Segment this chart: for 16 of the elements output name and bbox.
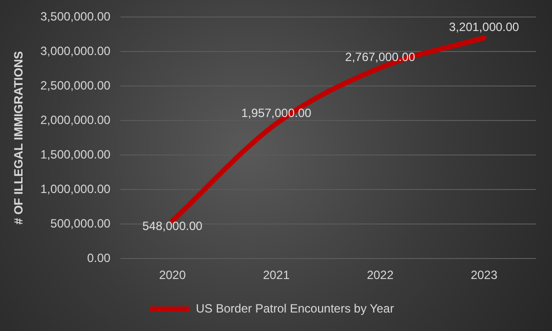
y-tick-label: 1,000,000.00 bbox=[40, 182, 111, 196]
y-tick-label: 2,500,000.00 bbox=[40, 78, 111, 92]
data-label: 3,201,000.00 bbox=[449, 20, 520, 34]
y-tick-label: 3,500,000.00 bbox=[40, 10, 111, 24]
x-tick-label: 2021 bbox=[262, 268, 290, 282]
x-tick-label: 2022 bbox=[366, 268, 394, 282]
data-label: 548,000.00 bbox=[142, 219, 203, 234]
y-tick-label: 0.00 bbox=[87, 250, 111, 265]
y-tick-label: 1,500,000.00 bbox=[40, 147, 111, 162]
y-tick-label: 2,000,000.00 bbox=[40, 112, 111, 127]
x-tick-label: 2020 bbox=[159, 268, 186, 282]
x-tick-label: 2023 bbox=[470, 268, 498, 282]
y-tick-label: 3,000,000.00 bbox=[40, 44, 111, 58]
y-axis-title: # OF ILLEGAL IMMIGRATIONS bbox=[12, 51, 26, 225]
legend-label: US Border Patrol Encounters by Year bbox=[196, 301, 394, 316]
y-tick-label: 500,000.00 bbox=[50, 216, 111, 230]
